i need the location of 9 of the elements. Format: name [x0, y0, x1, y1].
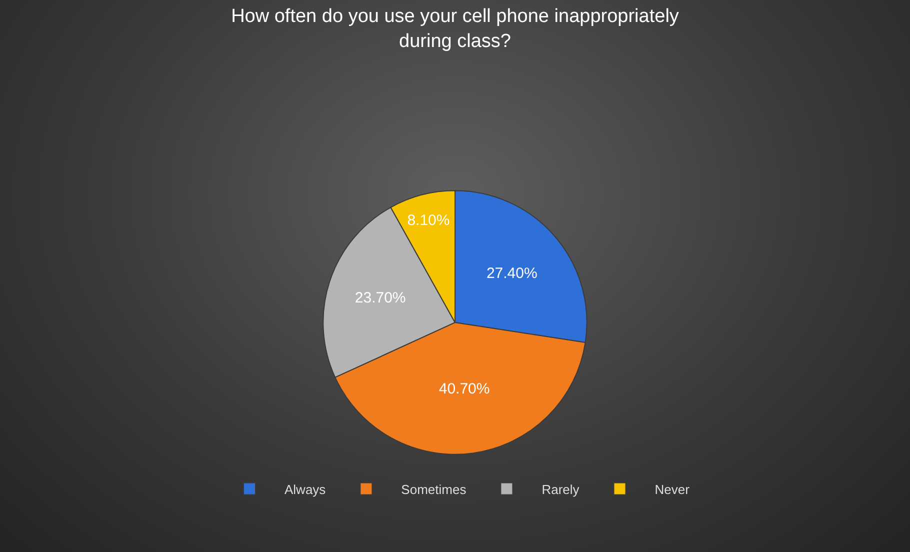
- legend-label: Never: [654, 482, 690, 497]
- legend-label: Sometimes: [401, 482, 467, 497]
- data-label: 8.10%: [407, 212, 450, 230]
- chart-title: How often do you use your cell phone inappropriately during class?: [231, 6, 680, 52]
- legend-label: Rarely: [542, 482, 580, 497]
- legend-label: Always: [284, 482, 326, 497]
- data-label: 40.70%: [438, 380, 490, 398]
- data-label: 23.70%: [354, 290, 406, 307]
- data-label: 27.40%: [486, 265, 538, 282]
